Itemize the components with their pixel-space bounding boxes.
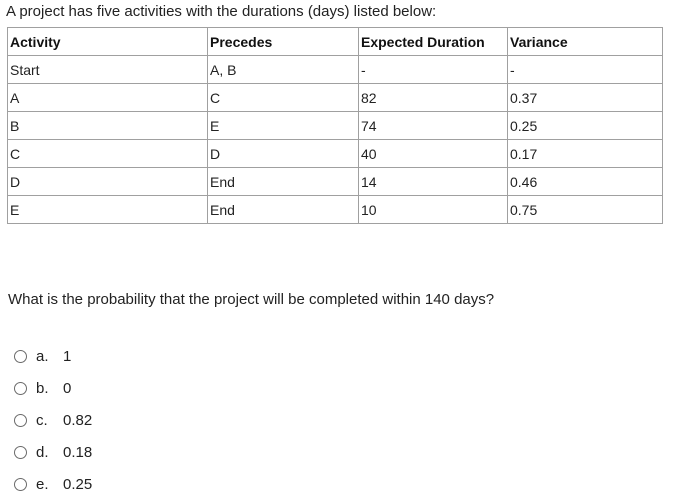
option-value: 0.25 [63, 475, 93, 493]
option-letter: c. [36, 411, 48, 429]
cell-variance: - [507, 55, 663, 84]
table-row: Start A, B - - [7, 55, 663, 84]
table-row: D End 14 0.46 [7, 167, 663, 196]
option-value: 0.82 [63, 411, 93, 429]
radio-button-icon[interactable] [14, 381, 27, 395]
table-row: E End 10 0.75 [7, 195, 663, 224]
cell-precedes: C [207, 83, 359, 112]
table-row: A C 82 0.37 [7, 83, 663, 112]
cell-duration: 14 [358, 167, 508, 196]
header-precedes: Precedes [207, 27, 359, 56]
cell-activity: C [7, 139, 208, 168]
radio-button-icon[interactable] [14, 445, 27, 459]
option-c[interactable]: c. 0.82 [14, 404, 92, 436]
cell-activity: E [7, 195, 208, 224]
table-header-row: Activity Precedes Expected Duration Vari… [7, 27, 663, 56]
cell-activity: B [7, 111, 208, 140]
cell-precedes: End [207, 167, 359, 196]
option-a[interactable]: a. 1 [14, 340, 92, 372]
option-value: 1 [63, 347, 72, 365]
option-value: 0 [63, 379, 72, 397]
option-letter: e. [36, 475, 49, 493]
option-b[interactable]: b. 0 [14, 372, 92, 404]
cell-duration: 82 [358, 83, 508, 112]
cell-variance: 0.46 [507, 167, 663, 196]
table-row: B E 74 0.25 [7, 111, 663, 140]
header-expected-duration: Expected Duration [358, 27, 508, 56]
table-row: C D 40 0.17 [7, 139, 663, 168]
cell-activity: A [7, 83, 208, 112]
cell-precedes: End [207, 195, 359, 224]
cell-duration: 74 [358, 111, 508, 140]
cell-precedes: E [207, 111, 359, 140]
cell-duration: 10 [358, 195, 508, 224]
cell-activity: D [7, 167, 208, 196]
cell-duration: - [358, 55, 508, 84]
answer-options: a. 1 b. 0 c. 0.82 d. 0.18 e. 0.25 [14, 340, 92, 496]
activity-table: Activity Precedes Expected Duration Vari… [7, 27, 663, 224]
cell-variance: 0.17 [507, 139, 663, 168]
option-letter: a. [36, 347, 49, 365]
cell-precedes: A, B [207, 55, 359, 84]
question-text: What is the probability that the project… [8, 291, 495, 308]
option-d[interactable]: d. 0.18 [14, 436, 92, 468]
cell-variance: 0.25 [507, 111, 663, 140]
cell-variance: 0.37 [507, 83, 663, 112]
cell-duration: 40 [358, 139, 508, 168]
radio-button-icon[interactable] [14, 477, 27, 491]
option-letter: b. [36, 379, 49, 397]
option-letter: d. [36, 443, 49, 461]
cell-activity: Start [7, 55, 208, 84]
option-e[interactable]: e. 0.25 [14, 468, 92, 496]
cell-variance: 0.75 [507, 195, 663, 224]
activity-table-wrapper: Activity Precedes Expected Duration Vari… [7, 27, 663, 231]
header-variance: Variance [507, 27, 663, 56]
cell-precedes: D [207, 139, 359, 168]
header-activity: Activity [7, 27, 208, 56]
radio-button-icon[interactable] [14, 349, 27, 363]
intro-text: A project has five activities with the d… [6, 3, 437, 20]
radio-button-icon[interactable] [14, 413, 27, 427]
option-value: 0.18 [63, 443, 93, 461]
